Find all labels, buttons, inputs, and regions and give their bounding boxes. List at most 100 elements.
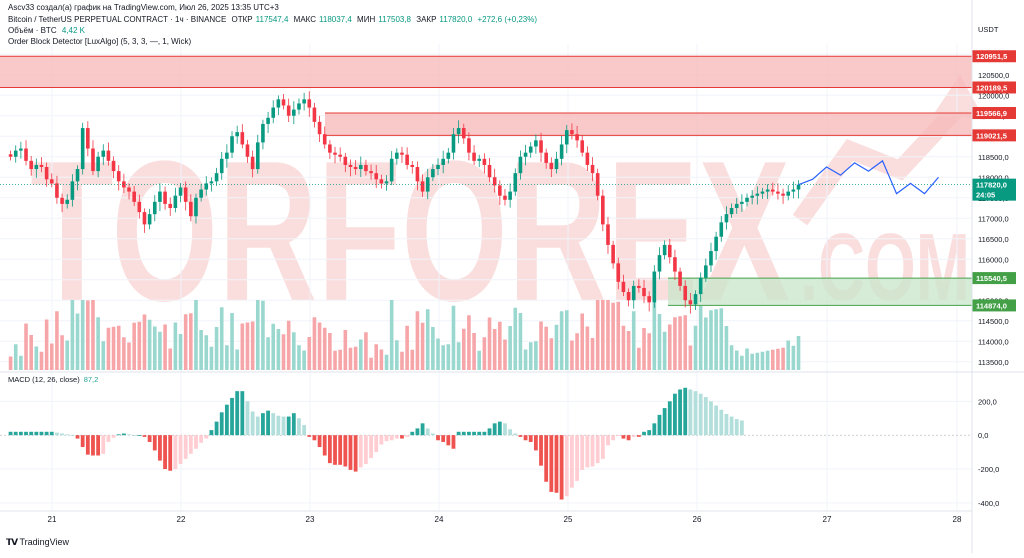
volume-bar [261, 300, 265, 370]
macd-bar [152, 435, 157, 451]
volume-bar [647, 333, 651, 370]
macd-bar [693, 391, 698, 436]
macd-bar [379, 435, 384, 445]
macd-bar [533, 435, 538, 451]
price-tick-label: 120500,0 [978, 71, 1009, 80]
macd-bar [544, 435, 549, 482]
currency-label[interactable]: USDT [978, 25, 999, 34]
open-value: 117547,4 [255, 15, 289, 24]
volume-bar [271, 323, 276, 370]
candle-body [564, 130, 569, 145]
candle-body [168, 203, 173, 208]
candle-body [333, 152, 337, 155]
macd-bar [585, 435, 590, 468]
volume-bar [595, 300, 600, 370]
macd-bar [739, 420, 744, 436]
volume-bar [539, 321, 543, 370]
macd-bar [183, 435, 188, 459]
volume-bar [60, 335, 64, 370]
volume-label[interactable]: Объём · BTC [8, 26, 57, 35]
candle-body [714, 236, 718, 252]
volume-bar [441, 345, 445, 370]
candle-body [575, 134, 579, 141]
indicator-line[interactable]: Order Block Detector [LuxAlgo] (5, 3, 3,… [8, 37, 192, 46]
volume-bar [29, 335, 33, 370]
volume-bar [467, 315, 471, 370]
macd-bar [678, 389, 682, 436]
symbol-name[interactable]: Bitcoin / TetherUS PERPETUAL CONTRACT · … [8, 15, 227, 24]
candle-body [667, 244, 672, 258]
candle-body [199, 189, 203, 198]
change-value: +272,6 (+0,23%) [477, 15, 538, 24]
time-axis[interactable]: 21 22 23 24 25 26 27 28 [48, 515, 962, 524]
macd-axis[interactable]: 200,0 0,0 -200,0 -400,0 [978, 397, 999, 508]
price-axis[interactable]: 113500,0114000,0114500,0115000,0115500,0… [978, 50, 1009, 367]
macd-bar [472, 431, 476, 436]
volume-bar [652, 300, 657, 370]
macd-bar [415, 428, 420, 436]
macd-bar [688, 389, 693, 436]
volume-bar [39, 351, 44, 370]
candle-body [487, 164, 492, 178]
price-tick-label: 114000,0 [978, 337, 1009, 346]
volume-bar [348, 347, 353, 370]
time-tick-label: 26 [693, 515, 702, 524]
candle-body [80, 128, 85, 170]
macd-bar [626, 435, 631, 441]
macd-bar [49, 431, 54, 436]
volume-bar [657, 314, 662, 370]
volume-bar [492, 329, 497, 370]
macd-bar [276, 415, 281, 436]
candle-body [559, 144, 564, 159]
candle-body [662, 244, 667, 256]
volume-bar [781, 347, 785, 370]
candle-body [343, 156, 348, 165]
macd-bar [683, 387, 688, 436]
candle-body [24, 148, 28, 161]
candle-body [312, 107, 317, 122]
macd-bar [642, 431, 646, 436]
volume-bar [281, 334, 286, 370]
volume-bar [255, 300, 260, 370]
candle-body [425, 177, 430, 192]
candle-body [204, 183, 209, 190]
volume-value: 4,42 K [61, 26, 85, 35]
volume-bar [755, 352, 760, 370]
macd-tick-label: 0,0 [978, 431, 988, 440]
macd-bar [647, 430, 652, 436]
candle-body [379, 179, 384, 184]
macd-bar [307, 435, 312, 437]
macd-bar [317, 435, 322, 448]
bearish-order-block [325, 113, 972, 136]
volume-bar [307, 337, 312, 370]
candle-body [230, 136, 234, 153]
tradingview-logo[interactable]: 𝗧𝗩 TradingView [6, 537, 69, 548]
volume-bar [621, 325, 626, 370]
volume-bar [122, 337, 126, 370]
macd-bar [297, 418, 301, 436]
macd-bar [194, 435, 198, 449]
price-tick-label: 118500,0 [978, 153, 1009, 162]
candle-body [498, 185, 502, 196]
macd-bar [29, 431, 34, 436]
candle-body [348, 164, 353, 167]
volume-line: Объём · BTC 4,42 K [8, 26, 88, 36]
candle-body [86, 128, 90, 149]
macd-bar [570, 435, 574, 488]
volume-bar [719, 308, 724, 370]
macd-bar [724, 414, 729, 436]
volume-bar [245, 322, 250, 370]
macd-bar [214, 421, 219, 436]
macd-bar [482, 431, 487, 436]
candle-body [786, 191, 791, 196]
candle-body [518, 156, 523, 174]
volume-bar [86, 300, 90, 370]
volume-bar [250, 321, 255, 370]
macd-bar [492, 423, 497, 436]
macd-bar [101, 435, 106, 454]
macd-title: MACD (12, 26, close) 87,2 [8, 375, 98, 384]
macd-bar [667, 401, 672, 436]
macd-bar [116, 434, 121, 436]
candle-body [729, 208, 734, 215]
